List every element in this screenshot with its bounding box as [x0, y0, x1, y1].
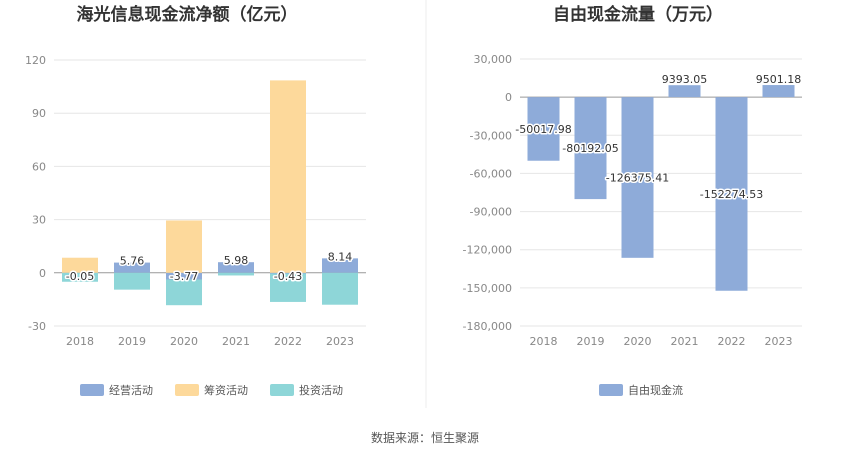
bar	[114, 272, 150, 290]
data-label: 9393.05	[662, 73, 708, 86]
data-label: 5.76	[120, 255, 145, 268]
data-label: -0.05	[66, 270, 94, 283]
bar	[218, 262, 254, 273]
x-tick-label: 2018	[530, 335, 558, 348]
data-label: -0.43	[274, 270, 302, 283]
data-source: 数据来源：恒生聚源	[371, 430, 479, 445]
bar	[166, 272, 202, 280]
legend: 自由现金流	[599, 383, 683, 397]
data-label: 9501.18	[756, 73, 802, 86]
y-tick-label: 0	[505, 91, 512, 104]
bar	[62, 272, 98, 282]
legend: 经营活动 筹资活动 投资活动	[80, 383, 343, 397]
x-tick-label: 2023	[765, 335, 793, 348]
legend-swatch	[270, 384, 294, 396]
y-tick-label: 30,000	[474, 53, 513, 66]
bar	[621, 97, 654, 258]
bar	[527, 97, 560, 161]
bars	[527, 85, 795, 291]
x-tick-label: 2021	[222, 335, 250, 348]
x-tick-label: 2019	[118, 335, 146, 348]
grid	[520, 58, 802, 327]
bar	[270, 272, 306, 274]
y-tick-label: 90	[32, 107, 46, 120]
x-tick-label: 2023	[326, 335, 354, 348]
legend-label: 投资活动	[299, 383, 343, 397]
y-tick-label: 120	[25, 54, 46, 67]
y-axis: -30 0 30 60 90 120	[25, 54, 46, 333]
data-label: -80192.05	[562, 142, 618, 155]
y-tick-label: -180,000	[463, 320, 512, 333]
data-label: -50017.98	[515, 123, 571, 136]
y-tick-label: -60,000	[470, 167, 512, 180]
data-labels: -50017.98 -80192.05 -126375.41 9393.05 -1522…	[514, 72, 803, 203]
y-tick-label: -150,000	[463, 282, 512, 295]
y-tick-label: 0	[39, 267, 46, 280]
grid	[54, 59, 366, 327]
data-label: -126375.41	[606, 171, 669, 184]
y-tick-label: 30	[32, 214, 46, 227]
y-tick-label: -120,000	[463, 244, 512, 257]
bar	[574, 97, 607, 200]
data-label: -3.77	[170, 270, 198, 283]
x-tick-label: 2020	[624, 335, 652, 348]
data-label: 5.98	[224, 254, 249, 267]
chart-title: 自由现金流量（万元）	[553, 4, 723, 25]
bar	[762, 85, 795, 98]
legend-label: 经营活动	[109, 383, 153, 397]
data-label: -152274.53	[700, 188, 763, 201]
legend-swatch	[80, 384, 104, 396]
y-tick-label: -30,000	[470, 129, 512, 142]
bar	[322, 272, 358, 305]
bar	[668, 85, 701, 98]
chart-cash-flow-net: 海光信息现金流净额（亿元） -30 0 30 60 90 120 2018 2019 2020…	[25, 4, 366, 397]
bars	[62, 80, 358, 306]
x-axis: 2018 2019 2020 2021 2022 2023	[530, 335, 793, 348]
bar	[218, 272, 254, 276]
legend-swatch	[599, 384, 623, 396]
bar	[166, 220, 202, 273]
x-tick-label: 2020	[170, 335, 198, 348]
legend-label: 自由现金流	[628, 383, 683, 397]
y-tick-label: -90,000	[470, 206, 512, 219]
bar	[270, 80, 306, 273]
x-tick-label: 2018	[66, 335, 94, 348]
data-labels: -0.05 5.76 -3.77 5.98 -0.43 8.14	[64, 249, 353, 284]
bar	[114, 262, 150, 273]
y-tick-label: 60	[32, 160, 46, 173]
bar	[270, 273, 306, 302]
x-tick-label: 2022	[274, 335, 302, 348]
x-tick-label: 2019	[577, 335, 605, 348]
x-tick-label: 2022	[718, 335, 746, 348]
bar	[166, 279, 202, 306]
bar	[62, 257, 98, 273]
x-axis: 2018 2019 2020 2021 2022 2023	[66, 335, 354, 348]
y-tick-label: -30	[28, 320, 46, 333]
y-axis: -180,000 -150,000 -120,000 -90,000 -60,000 -3…	[463, 53, 512, 333]
legend-label: 筹资活动	[204, 383, 248, 397]
bar	[322, 258, 358, 273]
x-tick-label: 2021	[671, 335, 699, 348]
data-label: 8.14	[328, 250, 353, 263]
chart-title: 海光信息现金流净额（亿元）	[77, 4, 298, 25]
chart-free-cash-flow: 自由现金流量（万元） -180,000 -150,000 -120,000 -90,0…	[463, 4, 803, 397]
legend-swatch	[175, 384, 199, 396]
bar	[715, 97, 748, 291]
